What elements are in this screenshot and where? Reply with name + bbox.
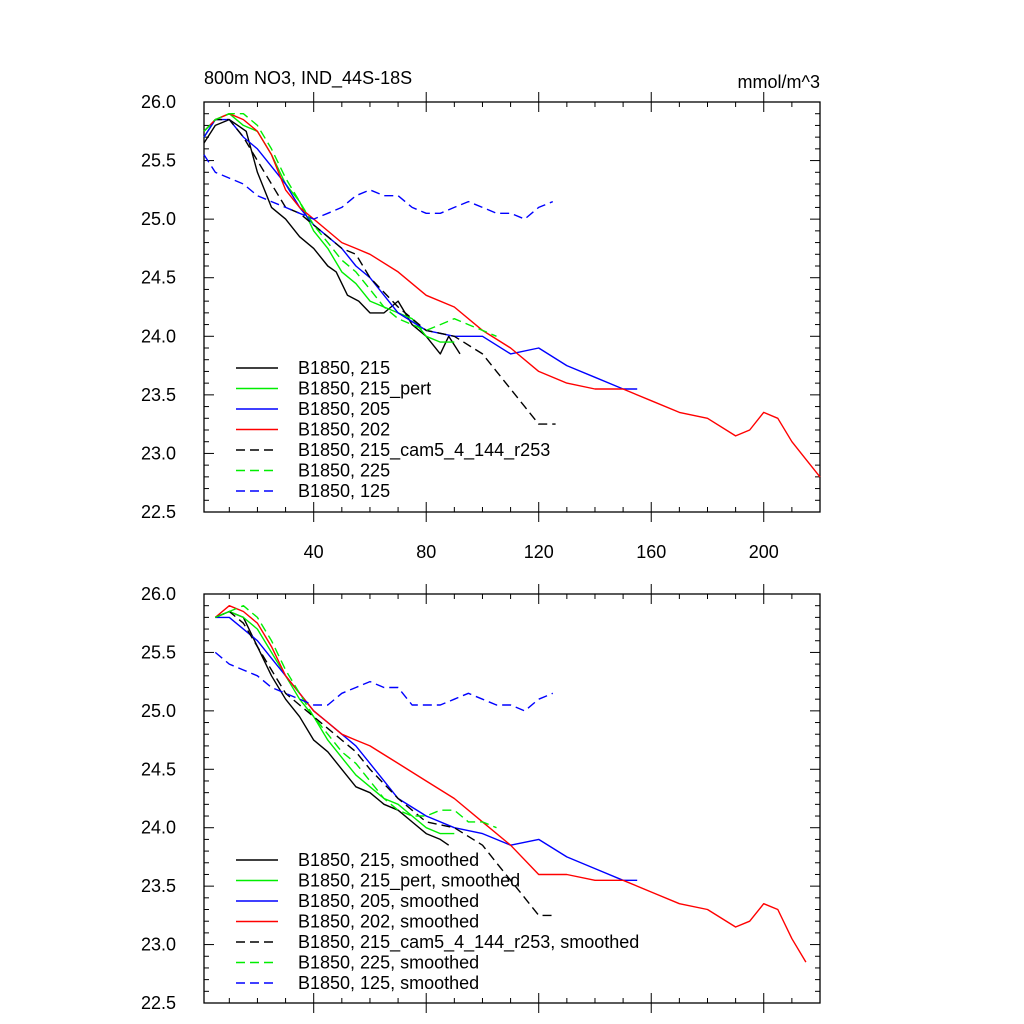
- series-line: [203, 112, 497, 337]
- y-tick-label: 26.0: [141, 92, 176, 112]
- top-chart-panel: 800m NO3, IND_44S-18S mmol/m^3 22.5 23.0 2…: [141, 68, 821, 562]
- legend-label: B1850, 125, smoothed: [298, 973, 479, 993]
- series-line: [203, 112, 455, 343]
- series-line: [215, 610, 455, 835]
- y-tick-label: 26.0: [141, 584, 176, 604]
- series-line: [203, 118, 556, 425]
- legend-label: B1850, 215_pert: [298, 379, 431, 400]
- y-tick-label: 25.5: [141, 151, 176, 171]
- plot-frame: [203, 101, 821, 513]
- series-line: [215, 610, 450, 846]
- y-tick-label: 25.0: [141, 209, 176, 229]
- series-line: [203, 118, 461, 355]
- y-tick-label: 22.5: [141, 502, 176, 522]
- y-tick-label: 24.5: [141, 268, 176, 288]
- series-line: [203, 112, 821, 478]
- legend-label: B1850, 125: [298, 481, 390, 501]
- legend-label: B1850, 202, smoothed: [298, 912, 479, 932]
- series-line: [215, 605, 497, 829]
- y-tick-label: 24.0: [141, 818, 176, 838]
- legend-label: B1850, 205, smoothed: [298, 891, 479, 911]
- bottom-chart-panel: 22.5 23.0 23.5 24.0 24.5 25.0 25.5 26.0 B1850, 2…: [141, 584, 821, 1013]
- chart-title: 800m NO3, IND_44S-18S: [204, 68, 412, 89]
- y-tick-label: 24.5: [141, 759, 176, 779]
- y-tick-label: 23.5: [141, 876, 176, 896]
- series-line: [203, 118, 638, 390]
- legend-label: B1850, 215: [298, 358, 390, 378]
- y-tick-label: 22.5: [141, 993, 176, 1013]
- y-tick-label: 23.0: [141, 443, 176, 463]
- x-tick-label: 80: [416, 542, 436, 562]
- chart-units: mmol/m^3: [738, 72, 820, 92]
- legend-label: B1850, 215_cam5_4_144_r253: [298, 440, 550, 461]
- legend-label: B1850, 225: [298, 461, 390, 481]
- legend-label: B1850, 215_pert, smoothed: [298, 871, 520, 892]
- legend-label: B1850, 205: [298, 399, 390, 419]
- legend-label: B1850, 225, smoothed: [298, 953, 479, 973]
- y-tick-label: 24.0: [141, 326, 176, 346]
- plot-frame: [203, 593, 821, 1004]
- y-tick-label: 25.5: [141, 642, 176, 662]
- series-line: [214, 605, 807, 963]
- legend-label: B1850, 215_cam5_4_144_r253, smoothed: [298, 932, 639, 953]
- x-tick-label: 120: [524, 542, 554, 562]
- x-tick-label: 40: [304, 542, 324, 562]
- legend-label: B1850, 202: [298, 420, 390, 440]
- y-tick-label: 23.0: [141, 935, 176, 955]
- legend-label: B1850, 215, smoothed: [298, 850, 479, 870]
- x-tick-label: 200: [749, 542, 779, 562]
- series-line: [203, 154, 554, 220]
- y-tick-label: 25.0: [141, 701, 176, 721]
- x-tick-label: 160: [636, 542, 666, 562]
- y-tick-label: 23.5: [141, 385, 176, 405]
- series-line: [214, 651, 554, 712]
- series-line: [215, 616, 638, 881]
